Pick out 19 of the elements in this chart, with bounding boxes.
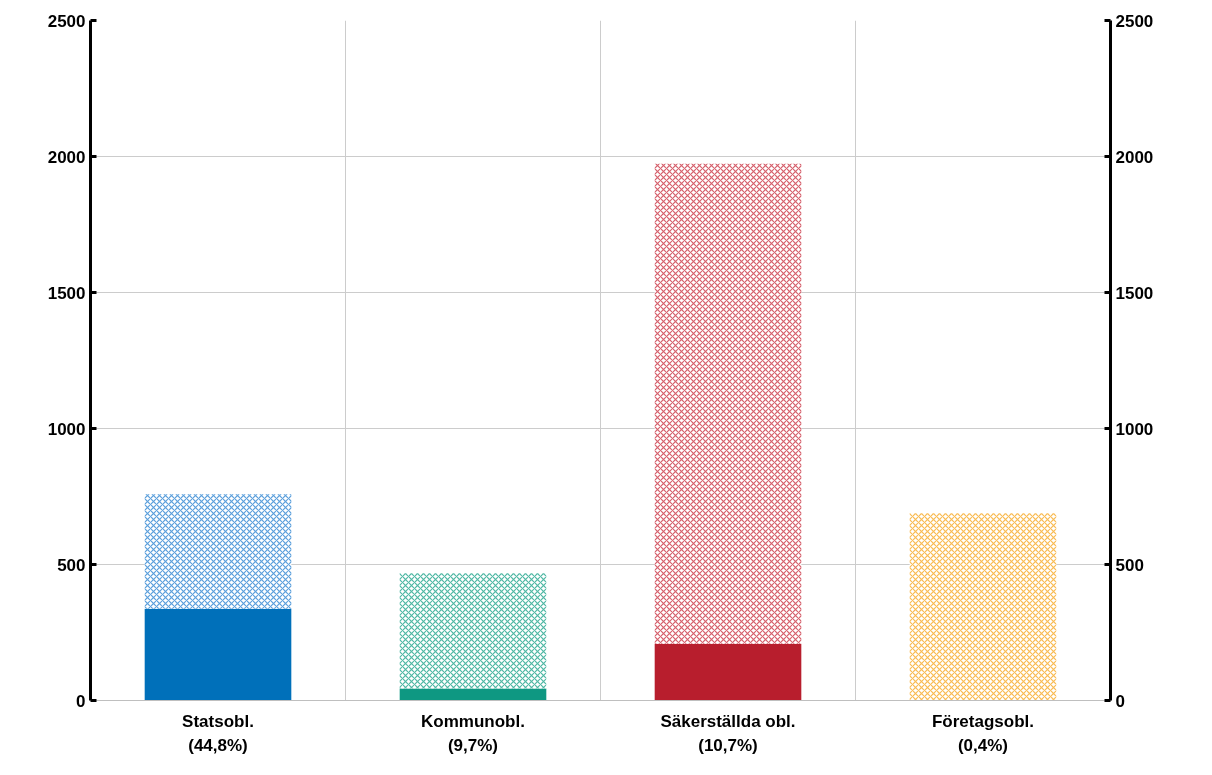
y-tick-label: 2000	[47, 147, 86, 167]
y-tick-label: 1500	[47, 283, 86, 303]
y2-tick-label: 500	[1115, 555, 1144, 575]
y2-tick-label: 1000	[1115, 419, 1154, 439]
x-tick-label: Statsobl. (44,8%)	[182, 711, 254, 756]
bar	[654, 643, 802, 701]
y2-tick-label: 0	[1115, 691, 1125, 711]
y2-tick-label: 2000	[1115, 147, 1154, 167]
bar	[144, 608, 292, 701]
y-tick-label: 0	[76, 691, 86, 711]
y-tick-label: 2500	[47, 11, 86, 31]
x-tick-label: Säkerställda obl. (10,7%)	[660, 711, 796, 756]
y2-tick-label: 1500	[1115, 283, 1154, 303]
y2-tick-label: 2500	[1115, 11, 1154, 31]
y-tick-label: 1000	[47, 419, 86, 439]
x-tick-label: Kommunobl. (9,7%)	[421, 711, 525, 756]
y-tick-label: 500	[57, 555, 86, 575]
bar	[399, 688, 547, 701]
x-tick-label: Företagsobl. (0,4%)	[932, 711, 1035, 756]
